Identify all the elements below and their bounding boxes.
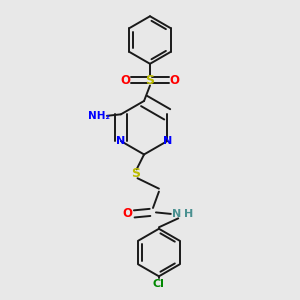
Text: N: N — [116, 136, 125, 146]
Text: O: O — [169, 74, 179, 87]
Text: S: S — [130, 167, 140, 180]
Text: N: N — [172, 209, 182, 219]
Text: S: S — [146, 74, 154, 87]
Text: NH₂: NH₂ — [88, 111, 110, 121]
Text: N: N — [163, 136, 172, 146]
Text: O: O — [123, 207, 133, 220]
Text: H: H — [184, 209, 193, 219]
Text: O: O — [121, 74, 130, 87]
Text: Cl: Cl — [153, 279, 165, 289]
